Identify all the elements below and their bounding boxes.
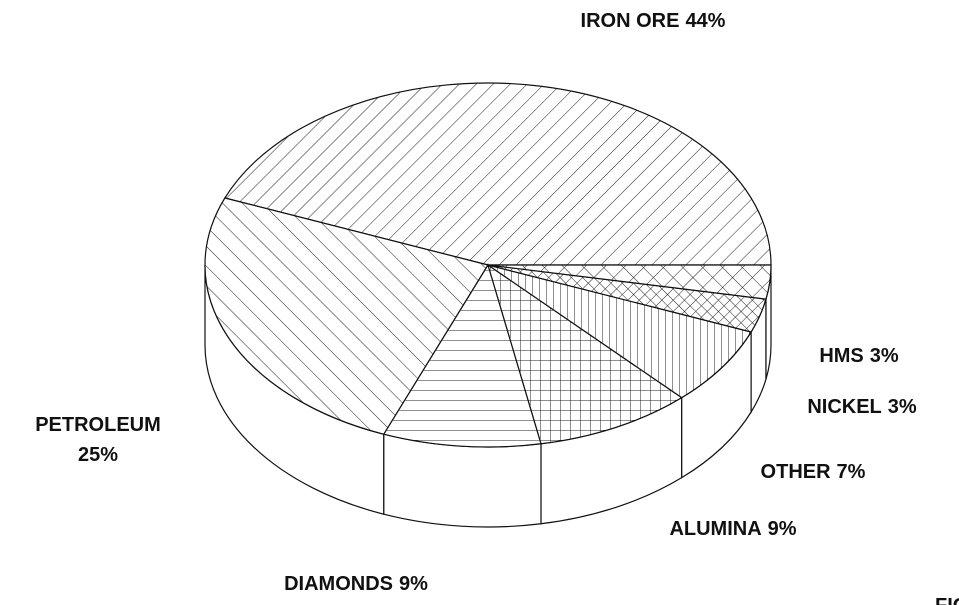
value-label: 3% bbox=[870, 345, 899, 367]
category-label: ALUMINA bbox=[669, 518, 761, 540]
slice-label: PETROLEUM 25% bbox=[35, 414, 161, 466]
category-label: OTHER bbox=[761, 461, 832, 483]
slice bbox=[223, 82, 772, 266]
value-label: 25% bbox=[78, 444, 118, 466]
slice-label: HMS 3% bbox=[819, 345, 899, 367]
category-label: DIAMONDS bbox=[284, 573, 393, 595]
category-label: NICKEL bbox=[807, 396, 881, 418]
category-label: HMS bbox=[819, 345, 863, 367]
value-label: 44% bbox=[685, 10, 725, 32]
slice bbox=[487, 264, 753, 399]
slice bbox=[487, 264, 772, 300]
slice-label: DIAMONDS 9% bbox=[284, 573, 428, 595]
value-label: 7% bbox=[837, 461, 866, 483]
slice bbox=[382, 263, 542, 448]
slice bbox=[486, 263, 683, 445]
category-label: IRON ORE bbox=[581, 10, 680, 32]
slice-side bbox=[383, 433, 542, 528]
slice bbox=[204, 197, 489, 435]
slice-label: NICKEL 3% bbox=[807, 396, 917, 418]
slice-label: IRON ORE 44% bbox=[581, 10, 726, 32]
figure-caption: FIG bbox=[935, 595, 959, 605]
value-label: 9% bbox=[768, 518, 797, 540]
slice-label: ALUMINA 9% bbox=[669, 518, 796, 540]
slice-label: OTHER 7% bbox=[761, 461, 866, 483]
value-label: 9% bbox=[399, 573, 428, 595]
category-label: PETROLEUM bbox=[35, 414, 161, 436]
value-label: 3% bbox=[888, 396, 917, 418]
